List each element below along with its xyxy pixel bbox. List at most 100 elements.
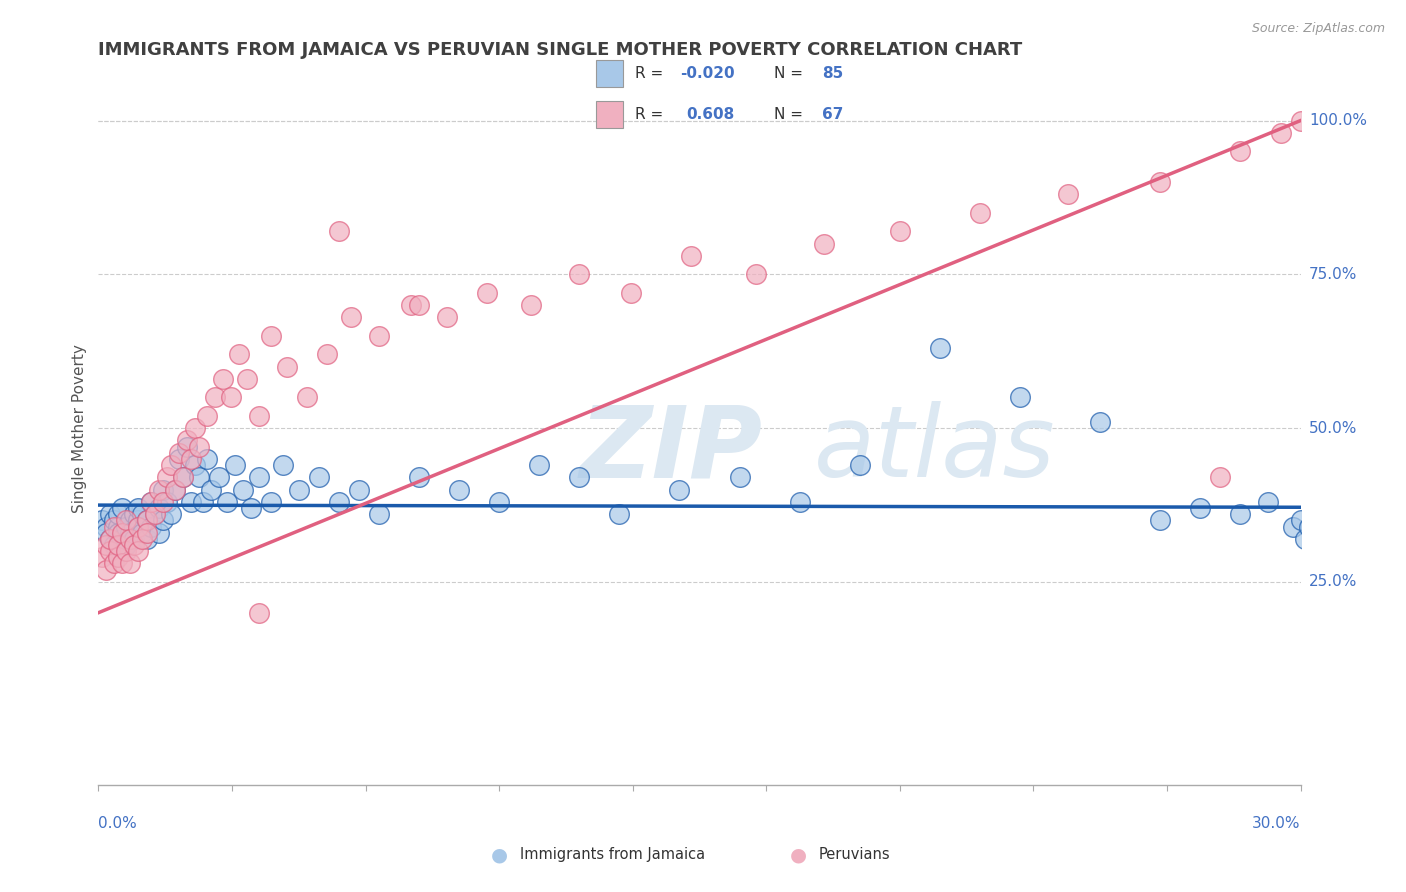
Point: [1389, 513, 1406, 527]
Point: [139, 495, 162, 509]
Text: 67: 67: [823, 107, 844, 121]
Point: [96, 519, 118, 533]
Point: [1229, 508, 1251, 522]
Point: [1010, 391, 1032, 405]
Point: [107, 525, 129, 540]
Point: [1289, 513, 1312, 527]
Point: [100, 508, 122, 522]
Point: [135, 525, 157, 540]
Text: Peruvians: Peruvians: [818, 847, 890, 862]
Point: [163, 483, 186, 497]
Point: [100, 532, 122, 546]
Point: [191, 495, 214, 509]
Text: atlas: atlas: [814, 401, 1056, 498]
Point: [328, 495, 350, 509]
Point: [115, 513, 138, 527]
Text: 100.0%: 100.0%: [1309, 113, 1367, 128]
Point: [176, 440, 198, 454]
Point: [1270, 126, 1292, 140]
Point: [620, 285, 643, 300]
Point: [152, 483, 174, 497]
Point: [1302, 525, 1324, 540]
Point: [399, 298, 422, 312]
Point: [529, 458, 551, 472]
Point: [1229, 145, 1251, 159]
FancyBboxPatch shape: [596, 101, 623, 128]
Point: [1317, 642, 1340, 657]
Point: [159, 508, 181, 522]
Point: [91, 550, 114, 565]
Point: [139, 495, 162, 509]
Text: 0.0%: 0.0%: [98, 815, 138, 830]
Point: [849, 458, 872, 472]
Point: [148, 501, 170, 516]
Point: [1189, 501, 1212, 516]
Point: [232, 483, 254, 497]
Text: N =: N =: [773, 66, 808, 80]
Point: [1281, 519, 1303, 533]
Point: [96, 538, 118, 552]
Point: [1298, 519, 1320, 533]
Point: [128, 519, 150, 533]
Point: [340, 310, 363, 325]
Point: [200, 483, 222, 497]
Point: [107, 550, 129, 565]
Point: [195, 451, 218, 466]
Point: [124, 532, 146, 546]
Point: [103, 538, 125, 552]
Point: [107, 508, 129, 522]
Point: [143, 508, 166, 522]
Point: [247, 409, 270, 423]
Point: [228, 347, 250, 361]
Point: [368, 329, 391, 343]
Point: [148, 483, 170, 497]
Text: ●: ●: [491, 845, 508, 864]
Point: [1057, 187, 1080, 202]
Point: [139, 519, 162, 533]
Text: ZIP: ZIP: [579, 401, 762, 498]
Point: [100, 532, 122, 546]
Text: Immigrants from Jamaica: Immigrants from Jamaica: [520, 847, 706, 862]
Point: [91, 513, 114, 527]
Point: [96, 525, 118, 540]
Point: [103, 513, 125, 527]
Point: [789, 495, 811, 509]
Point: [668, 483, 690, 497]
Point: [100, 544, 122, 558]
Point: [128, 513, 150, 527]
Point: [224, 458, 246, 472]
Text: R =: R =: [636, 107, 673, 121]
Point: [131, 508, 153, 522]
Point: [315, 347, 337, 361]
Point: [155, 495, 177, 509]
Point: [520, 298, 543, 312]
Point: [120, 557, 142, 571]
Point: [1088, 415, 1111, 429]
Point: [488, 495, 510, 509]
Point: [120, 525, 142, 540]
Text: 85: 85: [823, 66, 844, 80]
Text: -0.020: -0.020: [681, 66, 735, 80]
Point: [568, 470, 591, 484]
Point: [1330, 667, 1353, 681]
Point: [163, 483, 186, 497]
Text: IMMIGRANTS FROM JAMAICA VS PERUVIAN SINGLE MOTHER POVERTY CORRELATION CHART: IMMIGRANTS FROM JAMAICA VS PERUVIAN SING…: [98, 41, 1022, 59]
Point: [155, 470, 177, 484]
Text: ●: ●: [790, 845, 807, 864]
Point: [447, 483, 470, 497]
Text: 75.0%: 75.0%: [1309, 267, 1357, 282]
Point: [195, 409, 218, 423]
Text: 30.0%: 30.0%: [1253, 815, 1301, 830]
Point: [120, 513, 142, 527]
Point: [172, 470, 194, 484]
Point: [183, 421, 205, 435]
Point: [408, 298, 430, 312]
Point: [260, 495, 283, 509]
Point: [152, 495, 174, 509]
Point: [1294, 532, 1316, 546]
Point: [176, 434, 198, 448]
Point: [131, 532, 153, 546]
Point: [219, 391, 242, 405]
Point: [744, 268, 766, 282]
Point: [247, 606, 270, 620]
